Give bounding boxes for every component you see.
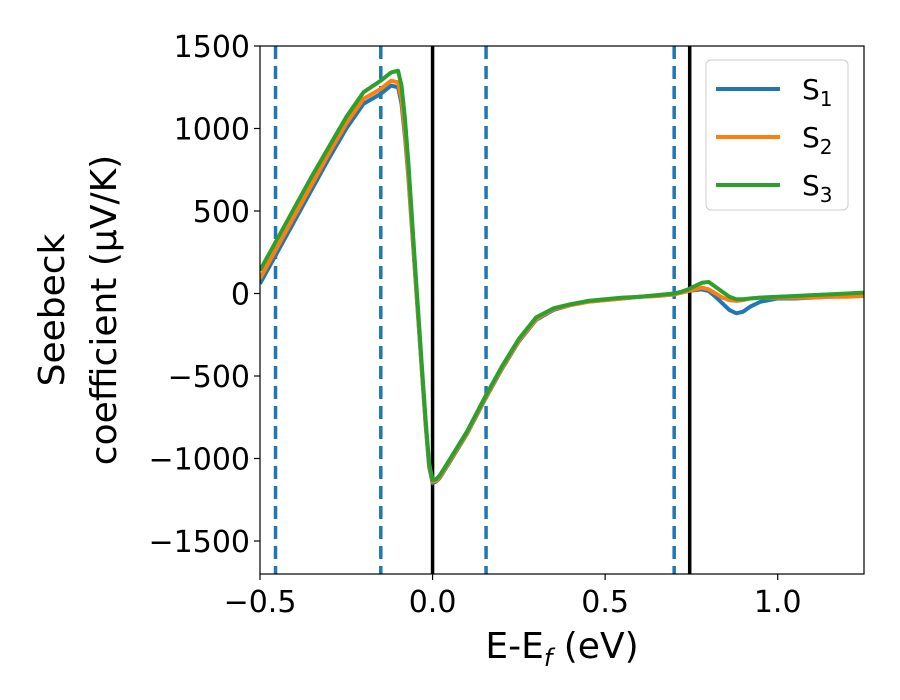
x-tick-label: 0.5 bbox=[581, 585, 629, 620]
x-tick-label: −0.5 bbox=[224, 585, 297, 620]
y-axis-ticks: −1500 −1000 −500 0 500 1000 1500 bbox=[149, 30, 260, 560]
y-tick-label: −1500 bbox=[149, 525, 250, 560]
y-tick-label: 1500 bbox=[174, 30, 250, 65]
x-tick-label: 0.0 bbox=[409, 585, 457, 620]
series-line-s3 bbox=[260, 68, 864, 482]
y-tick-label: −1000 bbox=[149, 443, 250, 478]
legend: S1 S2 S3 bbox=[705, 59, 849, 211]
legend-label-s2: S2 bbox=[802, 121, 833, 159]
x-tick-label: 1.0 bbox=[754, 585, 802, 620]
y-axis-label-line2: coefficient (μV/K) bbox=[84, 155, 125, 465]
y-tick-label: 1000 bbox=[174, 113, 250, 148]
series-layer bbox=[260, 68, 864, 486]
x-axis-label: E-Ef (eV) bbox=[485, 626, 638, 672]
legend-label-s1: S1 bbox=[802, 73, 833, 111]
y-axis-label-line1: Seebeck bbox=[32, 233, 73, 386]
legend-label-s3: S3 bbox=[802, 169, 833, 207]
x-axis-ticks: −0.5 0.0 0.5 1.0 bbox=[224, 574, 802, 620]
y-tick-label: 0 bbox=[231, 278, 250, 313]
y-tick-label: 500 bbox=[193, 195, 250, 230]
y-tick-label: −500 bbox=[168, 360, 250, 395]
y-axis-label: Seebeck coefficient (μV/K) bbox=[32, 155, 125, 465]
reference-lines bbox=[273, 46, 692, 574]
plot-frame bbox=[259, 45, 865, 575]
